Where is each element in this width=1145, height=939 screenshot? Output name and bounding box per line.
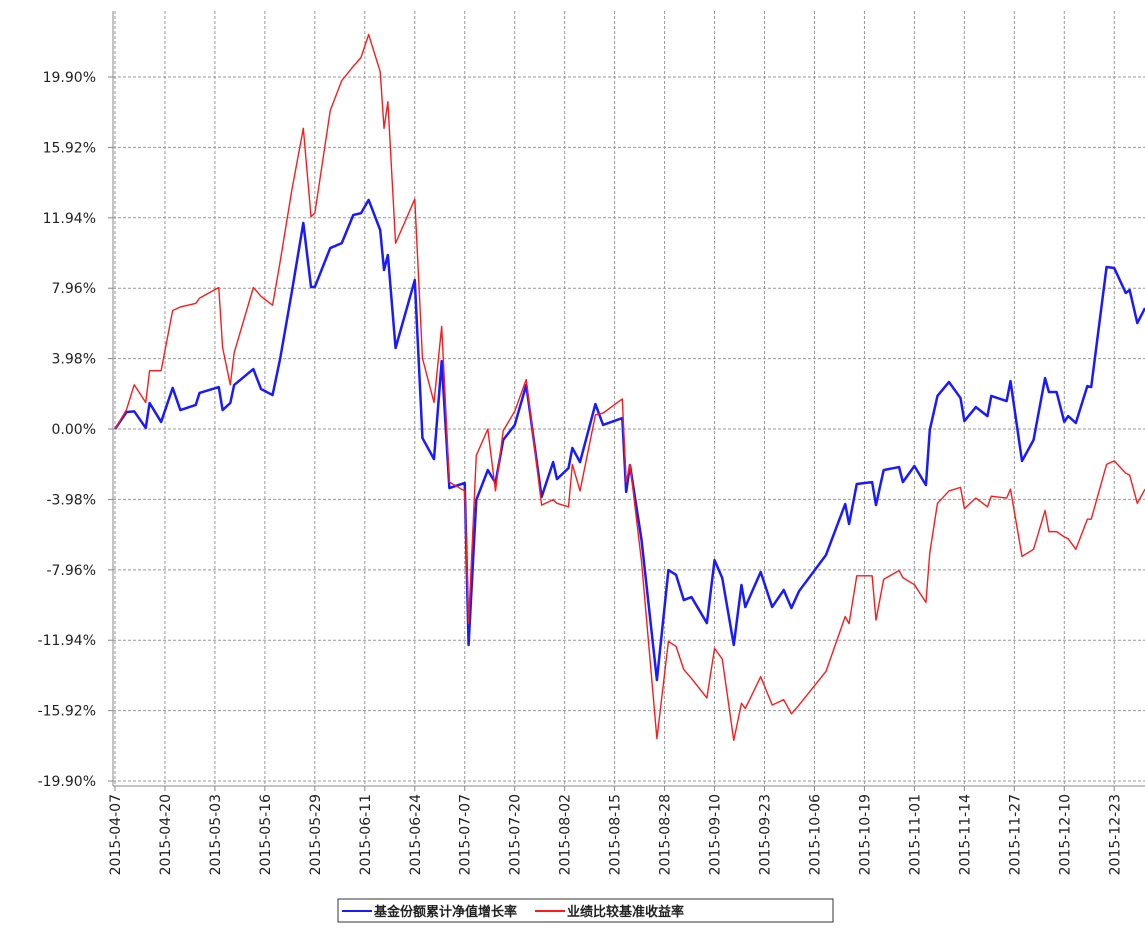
x-tick-label: 2015-05-03 <box>208 794 224 875</box>
y-tick-label: 0.00% <box>52 422 96 438</box>
y-tick-label: -11.94% <box>38 633 96 649</box>
y-tick-label: -15.92% <box>38 704 96 720</box>
x-tick-label: 2015-06-24 <box>408 794 424 875</box>
data-line <box>113 198 1145 682</box>
x-tick-label: 2015-11-01 <box>907 794 923 875</box>
x-tick-label: 2015-09-10 <box>708 794 724 875</box>
x-tick-label: 2015-11-27 <box>1007 794 1023 875</box>
y-tick-label: 11.94% <box>43 211 96 227</box>
x-tick-label: 2015-05-29 <box>308 794 324 875</box>
data-line <box>114 33 1145 742</box>
x-tick-label: 2015-07-20 <box>508 794 524 875</box>
y-tick-label: 19.90% <box>43 70 96 86</box>
x-tick-label: 2015-06-11 <box>358 794 374 875</box>
y-tick-label: -3.98% <box>46 492 96 508</box>
x-tick-label: 2015-10-06 <box>807 794 823 875</box>
x-tick-label: 2015-08-15 <box>608 794 624 875</box>
legend-label: 业绩比较基准收益率 <box>567 904 684 920</box>
x-tick-label: 2015-05-16 <box>258 794 274 875</box>
x-tick-label: 2015-11-14 <box>957 794 973 875</box>
x-tick-label: 2015-04-20 <box>158 794 174 875</box>
x-tick-label: 2015-07-07 <box>458 794 474 875</box>
legend: 基金份额累计净值增长率 业绩比较基准收益率 <box>342 904 684 920</box>
x-tick-label: 2015-12-23 <box>1107 794 1123 875</box>
x-tick-label: 2015-04-07 <box>108 794 124 875</box>
x-tick-label: 2015-08-28 <box>658 794 674 875</box>
x-tick-label: 2015-10-19 <box>857 794 873 875</box>
y-tick-label: -7.96% <box>46 563 96 579</box>
x-tick-label: 2015-12-10 <box>1057 794 1073 875</box>
x-tick-label: 2015-08-02 <box>558 794 574 875</box>
y-tick-label: 3.98% <box>52 352 96 368</box>
y-tick-label: -19.90% <box>38 774 96 790</box>
x-tick-label: 2015-09-23 <box>758 794 774 875</box>
y-tick-label: 15.92% <box>43 140 96 156</box>
y-tick-label: 7.96% <box>52 281 96 297</box>
legend-box <box>337 898 834 923</box>
legend-label: 基金份额累计净值增长率 <box>373 904 517 920</box>
